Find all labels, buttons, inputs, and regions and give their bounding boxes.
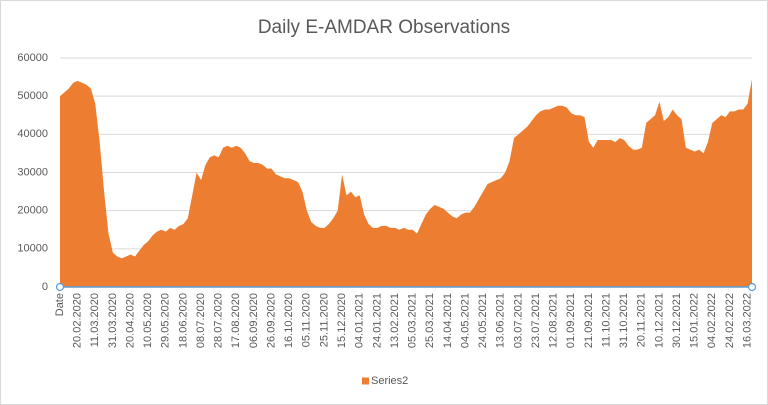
x-tick-label: 01.09.2021	[565, 293, 577, 348]
chart-title: Daily E-AMDAR Observations	[258, 17, 510, 38]
x-tick-label: 28.07.2020	[213, 293, 225, 348]
x-tick-label: Date	[54, 293, 66, 316]
y-tick-label: 30000	[17, 166, 48, 178]
x-tick-label: 04.05.2021	[459, 293, 471, 348]
x-tick-label: 24.02.2022	[724, 293, 736, 348]
x-tick-label: 10.05.2020	[142, 293, 154, 348]
x-tick-label: 24.05.2021	[477, 293, 489, 348]
x-tick-label: 15.12.2020	[336, 293, 348, 348]
x-tick-label: 31.03.2020	[107, 293, 119, 348]
x-tick-label: 13.02.2021	[389, 293, 401, 348]
x-tick-label: 16.03.2022	[741, 293, 753, 348]
x-tick-label: 26.09.2020	[265, 293, 277, 348]
x-tick-label: 15.01.2022	[689, 293, 701, 348]
x-tick-label: 20.11.2021	[636, 293, 648, 347]
y-tick-label: 50000	[17, 90, 48, 102]
x-tick-label: 05.03.2021	[407, 293, 419, 348]
x-tick-label: 04.01.2021	[354, 293, 366, 348]
x-tick-label: 14.04.2021	[442, 293, 454, 348]
y-tick-label: 20000	[17, 205, 48, 217]
x-tick-label: 23.07.2021	[530, 293, 542, 348]
x-tick-label: 25.11.2020	[318, 293, 330, 347]
y-tick-label: 40000	[17, 128, 48, 140]
legend-label: Series2	[371, 375, 408, 387]
x-tick-label: 24.01.2021	[371, 293, 383, 348]
x-tick-label: 03.07.2021	[512, 293, 524, 348]
y-tick-label: 60000	[17, 52, 48, 64]
y-tick-label: 0	[42, 281, 48, 293]
x-tick-label: 05.11.2020	[301, 293, 313, 347]
x-tick-label: 20.04.2020	[124, 293, 136, 348]
x-tick-label: 11.10.2021	[600, 293, 612, 347]
x-tick-label: 06.09.2020	[248, 293, 260, 348]
x-tick-label: 12.08.2021	[548, 293, 560, 348]
x-tick-label: 08.07.2020	[195, 293, 207, 348]
x-tick-label: 17.08.2020	[230, 293, 242, 348]
x-tick-label: 16.10.2020	[283, 293, 295, 348]
x-tick-label: 10.12.2021	[653, 293, 665, 348]
axis-handle	[55, 282, 65, 292]
axis-handle	[747, 282, 757, 292]
y-tick-label: 10000	[17, 243, 48, 255]
x-tick-label: 25.03.2021	[424, 293, 436, 348]
area	[60, 78, 752, 287]
x-tick-label: 04.02.2022	[706, 293, 718, 348]
x-tick-label: 30.12.2021	[671, 293, 683, 348]
x-tick-label: 18.06.2020	[177, 293, 189, 348]
x-tick-label: 11.03.2020	[89, 293, 101, 347]
legend-swatch	[362, 377, 369, 385]
x-tick-label: 13.06.2021	[495, 293, 507, 348]
x-tick-label: 29.05.2020	[160, 293, 172, 348]
x-tick-label: 20.02.2020	[72, 293, 84, 348]
x-tick-label: 21.09.2021	[583, 293, 595, 348]
x-tick-label: 31.10.2021	[618, 293, 630, 348]
